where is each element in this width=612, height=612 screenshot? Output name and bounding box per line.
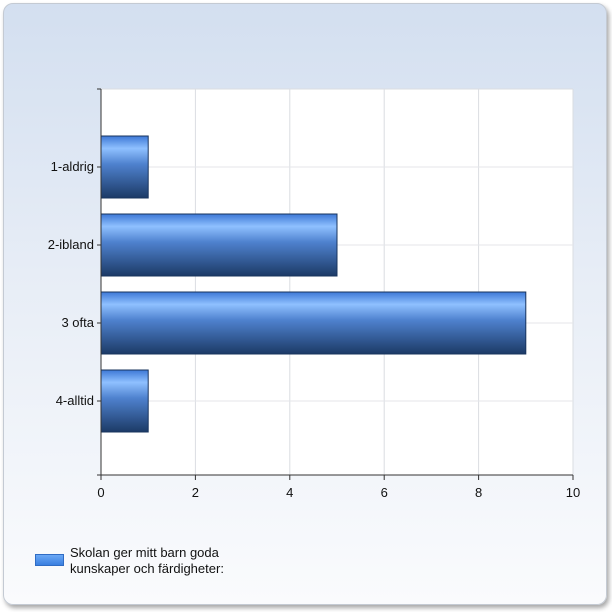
x-tick-label: 0	[97, 485, 104, 500]
bar-1-aldrig	[100, 135, 149, 199]
plot-background	[101, 89, 573, 475]
legend: Skolan ger mitt barn goda kunskaper och …	[35, 545, 270, 577]
plot-area: 0 2 4 6 8 10 1-aldrig 2-ibland 3 ofta 4-alltid	[48, 88, 581, 500]
category-label: 4-alltid	[56, 393, 94, 408]
tick-labels: 0 2 4 6 8 10 1-aldrig 2-ibland 3 ofta 4-alltid	[48, 159, 581, 500]
legend-swatch	[35, 554, 64, 566]
category-label: 3 ofta	[61, 315, 94, 330]
x-tick-label: 8	[475, 485, 482, 500]
category-label: 2-ibland	[48, 237, 94, 252]
category-label: 1-aldrig	[51, 159, 94, 174]
chart-frame: 0 2 4 6 8 10 1-aldrig 2-ibland 3 ofta 4-alltid Sk…	[3, 3, 607, 605]
x-tick-label: 2	[192, 485, 199, 500]
bar-2-ibland	[100, 213, 338, 277]
bar-4-alltid	[100, 369, 149, 433]
axes	[97, 88, 574, 480]
bar-chart: 0 2 4 6 8 10 1-aldrig 2-ibland 3 ofta 4-alltid	[48, 88, 581, 500]
bar-3-ofta	[100, 291, 527, 355]
legend-label: Skolan ger mitt barn goda kunskaper och …	[70, 545, 224, 576]
x-tick-label: 6	[381, 485, 388, 500]
bars	[100, 135, 527, 433]
x-tick-label: 4	[286, 485, 293, 500]
x-tick-label: 10	[566, 485, 580, 500]
